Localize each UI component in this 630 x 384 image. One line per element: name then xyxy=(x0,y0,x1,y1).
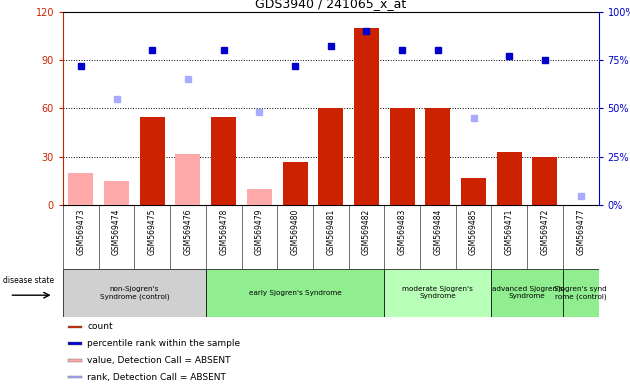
Text: GSM569485: GSM569485 xyxy=(469,209,478,255)
Text: non-Sjogren's
Syndrome (control): non-Sjogren's Syndrome (control) xyxy=(100,286,169,300)
Text: GSM569473: GSM569473 xyxy=(76,209,85,255)
Text: GSM569475: GSM569475 xyxy=(148,209,157,255)
Text: GSM569479: GSM569479 xyxy=(255,209,264,255)
Bar xyxy=(63,269,206,317)
Bar xyxy=(461,178,486,205)
Text: GSM569476: GSM569476 xyxy=(183,209,192,255)
Bar xyxy=(140,117,165,205)
Text: GSM569478: GSM569478 xyxy=(219,209,228,255)
Text: GSM569471: GSM569471 xyxy=(505,209,513,255)
Text: count: count xyxy=(87,323,113,331)
Bar xyxy=(384,269,491,317)
Bar xyxy=(69,343,82,345)
Bar xyxy=(206,269,384,317)
Text: advanced Sjogren's
Syndrome: advanced Sjogren's Syndrome xyxy=(491,286,563,299)
Bar xyxy=(496,152,522,205)
Bar xyxy=(211,117,236,205)
Bar xyxy=(104,181,129,205)
Bar xyxy=(354,28,379,205)
Bar xyxy=(390,109,415,205)
Text: GSM569477: GSM569477 xyxy=(576,209,585,255)
Bar xyxy=(69,326,82,328)
Text: GSM569483: GSM569483 xyxy=(398,209,406,255)
Bar xyxy=(175,154,200,205)
Bar xyxy=(69,376,82,379)
Text: GSM569482: GSM569482 xyxy=(362,209,371,255)
Bar xyxy=(283,162,307,205)
Bar xyxy=(491,269,563,317)
Text: GSM569474: GSM569474 xyxy=(112,209,121,255)
Bar xyxy=(563,269,598,317)
Bar xyxy=(318,109,343,205)
Text: rank, Detection Call = ABSENT: rank, Detection Call = ABSENT xyxy=(87,373,226,382)
Text: early Sjogren's Syndrome: early Sjogren's Syndrome xyxy=(249,290,341,296)
Text: disease state: disease state xyxy=(3,276,54,285)
Bar xyxy=(247,189,272,205)
Bar xyxy=(532,157,558,205)
Text: moderate Sjogren's
Syndrome: moderate Sjogren's Syndrome xyxy=(403,286,473,299)
Bar xyxy=(68,173,93,205)
Text: percentile rank within the sample: percentile rank within the sample xyxy=(87,339,240,348)
Text: Sjogren's synd
rome (control): Sjogren's synd rome (control) xyxy=(554,286,607,300)
Text: value, Detection Call = ABSENT: value, Detection Call = ABSENT xyxy=(87,356,231,365)
Text: GSM569480: GSM569480 xyxy=(290,209,299,255)
Bar xyxy=(69,359,82,362)
Title: GDS3940 / 241065_x_at: GDS3940 / 241065_x_at xyxy=(255,0,406,10)
Text: GSM569484: GSM569484 xyxy=(433,209,442,255)
Bar xyxy=(425,109,450,205)
Text: GSM569481: GSM569481 xyxy=(326,209,335,255)
Text: GSM569472: GSM569472 xyxy=(541,209,549,255)
